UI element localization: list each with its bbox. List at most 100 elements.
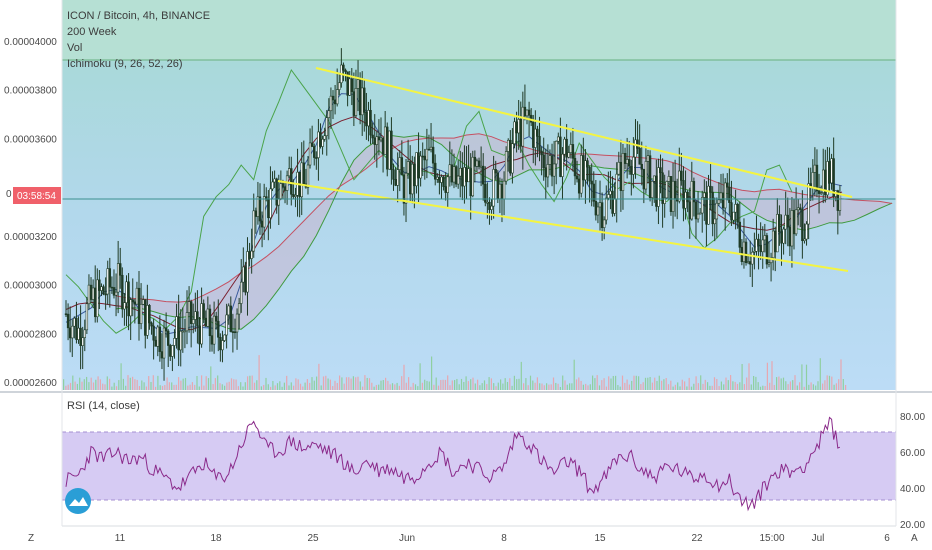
candle-body xyxy=(634,139,637,158)
candle-body xyxy=(780,231,783,244)
volume-bar xyxy=(516,379,518,390)
volume-bar xyxy=(159,385,161,390)
candle-body xyxy=(248,251,251,259)
candle-body xyxy=(738,221,741,248)
candle-body xyxy=(456,175,460,185)
volume-bar xyxy=(460,378,463,390)
volume-bar xyxy=(573,359,575,390)
candle-body xyxy=(557,136,560,142)
logo-mountain-icon xyxy=(69,497,88,506)
volume-bar xyxy=(258,355,260,390)
volume-bar xyxy=(559,386,561,390)
candle-body xyxy=(81,337,84,346)
candle-body xyxy=(479,165,483,168)
candle-body xyxy=(542,154,545,168)
volume-bar xyxy=(624,382,626,390)
volume-bar xyxy=(81,381,83,390)
candle-body xyxy=(413,163,416,187)
candle-body xyxy=(144,299,147,336)
candle-body xyxy=(317,131,320,158)
candle-body xyxy=(333,99,337,105)
volume-bar xyxy=(474,383,476,390)
volume-bar xyxy=(569,383,571,390)
volume-bar xyxy=(810,382,812,390)
price-tick-label: 0.00004000 xyxy=(4,37,57,48)
candle-body xyxy=(327,110,331,119)
volume-bar xyxy=(414,384,417,390)
volume-bar xyxy=(511,385,513,390)
candle-body xyxy=(830,158,833,184)
price-pane-top-region xyxy=(62,0,896,60)
rsi-axis[interactable]: 80.00 60.00 40.00 20.00 xyxy=(900,412,925,531)
candle-body xyxy=(630,165,633,175)
candle-body xyxy=(615,173,618,200)
volume-bar xyxy=(635,375,637,390)
candle-body xyxy=(396,169,399,186)
candle-body xyxy=(98,279,101,291)
candle-body xyxy=(112,287,116,296)
corner-z[interactable]: Z xyxy=(28,533,34,544)
candle-body xyxy=(527,109,531,116)
candle-body xyxy=(515,121,518,134)
candle-body xyxy=(632,156,635,175)
candle-body xyxy=(519,119,522,147)
candle-body xyxy=(801,209,804,242)
volume-bar xyxy=(148,376,150,390)
candle-body xyxy=(440,176,443,183)
legend-vol[interactable]: Vol xyxy=(67,42,82,54)
volume-bar xyxy=(325,375,327,390)
legend-200-week[interactable]: 200 Week xyxy=(67,26,117,38)
volume-bar xyxy=(727,380,729,390)
ichimoku-cloud xyxy=(116,133,893,330)
candle-body xyxy=(252,210,255,252)
candle-body xyxy=(348,78,351,96)
candle-body xyxy=(156,326,159,347)
candle-body xyxy=(446,176,449,193)
candle-body xyxy=(181,330,185,333)
volume-bar xyxy=(352,376,354,390)
rsi-tick-label: 80.00 xyxy=(900,412,925,423)
volume-bar xyxy=(272,380,274,390)
candle-body xyxy=(110,286,114,289)
volume-bar xyxy=(638,376,640,390)
corner-a[interactable]: A xyxy=(911,533,918,544)
candle-body xyxy=(87,284,91,305)
time-tick-label: 11 xyxy=(115,533,126,544)
time-tick-label: 18 xyxy=(210,533,222,544)
volume-bar xyxy=(805,364,808,390)
time-axis[interactable]: 11 18 25 Jun 8 15 22 15:00 Jul 6 xyxy=(115,533,890,544)
tradingview-logo[interactable] xyxy=(65,488,91,514)
candle-body xyxy=(379,137,383,141)
chart-title[interactable]: ICON / Bitcoin, 4h, BINANCE xyxy=(67,10,210,22)
volume-bar xyxy=(571,383,573,390)
candle-body xyxy=(358,79,362,116)
candle-body xyxy=(96,279,99,318)
volume-bar xyxy=(212,384,214,390)
volume-bar xyxy=(532,380,534,390)
volume-bar xyxy=(831,376,833,390)
candle-body xyxy=(321,138,324,147)
rsi-title[interactable]: RSI (14, close) xyxy=(67,400,140,412)
candle-body xyxy=(288,168,291,177)
candle-body xyxy=(375,136,379,145)
candle-body xyxy=(436,176,439,180)
candle-body xyxy=(682,180,685,209)
candle-body xyxy=(613,198,616,214)
candle-body xyxy=(231,331,235,333)
candle-body xyxy=(774,230,777,253)
candle-body xyxy=(154,339,157,347)
volume-bar xyxy=(318,363,320,390)
volume-bar xyxy=(247,376,249,390)
volume-bar xyxy=(472,377,474,390)
legend-ichimoku[interactable]: Ichimoku (9, 26, 52, 26) xyxy=(67,58,183,70)
volume-bar xyxy=(826,375,828,390)
candle-body xyxy=(158,326,162,352)
volume-bar xyxy=(122,378,124,390)
candle-body xyxy=(523,106,527,117)
volume-bar xyxy=(617,385,619,390)
candle-body xyxy=(532,121,535,148)
price-axis[interactable]: 0.000042000.000040000.000038000.00003600… xyxy=(4,0,57,389)
volume-bar xyxy=(129,377,131,390)
candle-body xyxy=(642,168,646,190)
candle-body xyxy=(431,146,435,164)
